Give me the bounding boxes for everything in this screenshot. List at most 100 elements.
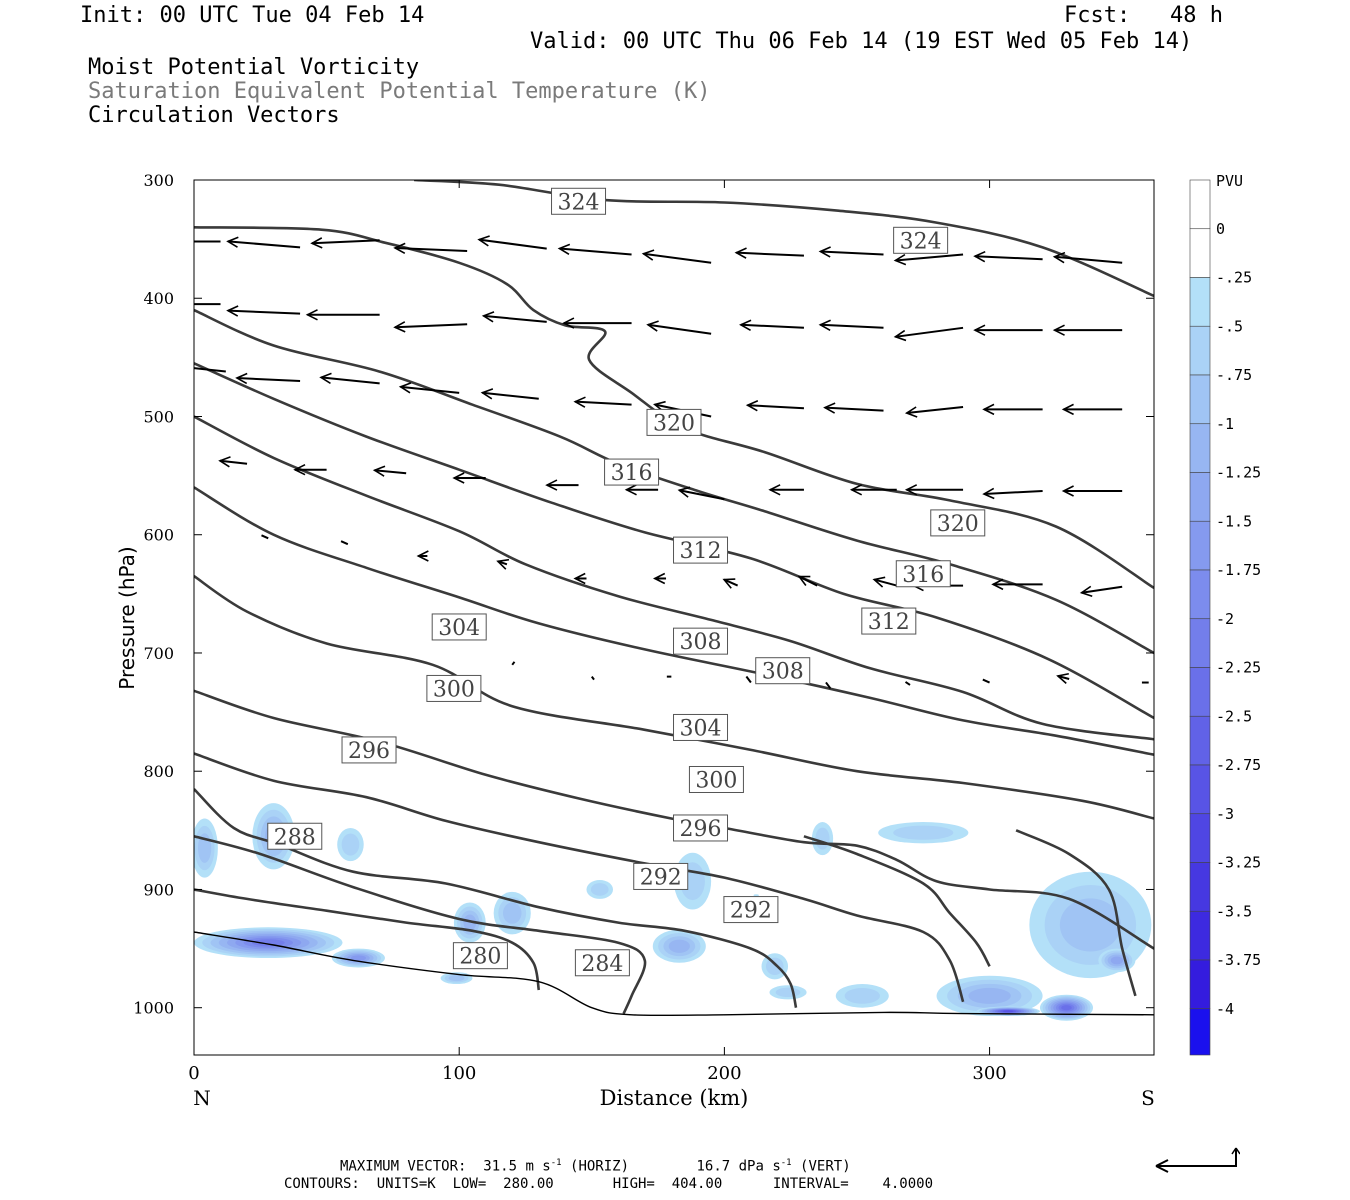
vector-head bbox=[797, 575, 811, 586]
vector-shaft bbox=[873, 578, 898, 587]
circulation-vector bbox=[1052, 251, 1123, 264]
circulation-vector bbox=[982, 678, 990, 684]
circulation-vector bbox=[511, 661, 516, 666]
contour-label-box bbox=[646, 408, 702, 436]
circulation-vector bbox=[398, 382, 460, 394]
circulation-vector bbox=[218, 456, 248, 468]
field-title-theta-es: Saturation Equivalent Potential Temperat… bbox=[88, 79, 711, 104]
theta-contour-right_b bbox=[1015, 829, 1137, 997]
vector-head bbox=[1052, 251, 1066, 264]
vector-shaft bbox=[745, 675, 752, 684]
vector-head bbox=[872, 576, 886, 588]
pv-region bbox=[753, 894, 759, 897]
theta-contour-304 bbox=[194, 486, 1154, 756]
vector-shaft bbox=[575, 400, 632, 406]
vector-head bbox=[893, 329, 907, 342]
circulation-vector bbox=[677, 486, 725, 501]
vector-head bbox=[393, 321, 406, 333]
circulation-vector bbox=[982, 403, 1043, 416]
colorbar-swatch bbox=[1189, 862, 1211, 912]
vector-shaft bbox=[340, 540, 349, 546]
contour-label-box bbox=[861, 607, 917, 635]
circulation-vector bbox=[480, 388, 539, 400]
circulation-vector bbox=[393, 321, 468, 333]
colorbar-swatch bbox=[1189, 569, 1211, 620]
vector-shaft bbox=[679, 489, 725, 501]
x-tick-label: 0 bbox=[188, 1063, 199, 1084]
circulation-vector bbox=[646, 320, 712, 335]
terrain-line bbox=[194, 931, 1154, 1017]
contour-label-box bbox=[673, 536, 729, 564]
vector-head bbox=[818, 319, 831, 331]
colorbar-swatch bbox=[1189, 959, 1211, 1010]
contour-label: 316 bbox=[611, 461, 653, 486]
circulation-vector bbox=[739, 319, 804, 331]
vector-head bbox=[153, 236, 163, 246]
pv-region bbox=[341, 833, 360, 856]
field-title-mpv: Moist Potential Vorticity bbox=[88, 55, 420, 80]
contour-label-box bbox=[574, 949, 630, 977]
theta-contour-300 bbox=[194, 575, 1154, 820]
vector-shaft bbox=[559, 247, 632, 256]
colorbar-label: -2 bbox=[1216, 610, 1234, 628]
circulation-vector bbox=[745, 400, 804, 412]
vector-shaft bbox=[374, 469, 407, 475]
y-tick-label: 700 bbox=[143, 644, 174, 663]
south-end-label: S bbox=[1141, 1086, 1155, 1110]
colorbar-swatch bbox=[1189, 813, 1211, 863]
vector-head bbox=[398, 382, 412, 394]
contour-label: 296 bbox=[348, 739, 390, 764]
vector-shaft bbox=[904, 681, 911, 686]
plot-frame bbox=[193, 179, 1155, 1056]
vector-shaft bbox=[400, 385, 460, 394]
colorbar-swatch bbox=[1189, 520, 1211, 571]
pv-colorbar: PVU 0 -.25 -.5 -.75 -1 -1.25 -1.5 -1.75 -2 -2.25 -2… bbox=[1189, 172, 1261, 1056]
vector-head bbox=[823, 402, 836, 414]
contour-label-box bbox=[755, 657, 811, 685]
terrain-line bbox=[194, 931, 1154, 1017]
vector-head bbox=[573, 572, 586, 585]
x-tick-label: 100 bbox=[442, 1063, 476, 1084]
contour-label: 324 bbox=[900, 229, 942, 254]
vector-head bbox=[226, 236, 239, 248]
contour-label-box bbox=[431, 613, 487, 641]
colorbar-label: -3.25 bbox=[1216, 854, 1261, 872]
vector-head bbox=[973, 250, 986, 263]
contour-label-box bbox=[723, 896, 779, 924]
vector-shaft bbox=[740, 323, 804, 329]
vector-shaft bbox=[482, 391, 539, 400]
vector-head bbox=[319, 372, 332, 385]
circulation-vector bbox=[904, 406, 964, 418]
vector-shaft bbox=[227, 309, 301, 315]
circulation-vector bbox=[545, 479, 579, 491]
contour-label-box bbox=[426, 674, 482, 702]
vector-shaft bbox=[723, 578, 739, 587]
colorbar-label: -3 bbox=[1216, 805, 1234, 823]
contour-label-box bbox=[930, 509, 986, 537]
theta-contour-312 bbox=[194, 362, 1154, 720]
vector-head bbox=[477, 235, 490, 247]
colorbar-swatch bbox=[1189, 374, 1211, 425]
circulation-vector bbox=[797, 575, 818, 587]
reference-vector-icon bbox=[1155, 1147, 1240, 1173]
circulation-vector bbox=[1056, 672, 1070, 684]
circulation-vector bbox=[393, 242, 468, 255]
circulation-vector bbox=[562, 317, 632, 329]
contour-info: CONTOURS: UNITS=K LOW= 280.00 HIGH= 404.… bbox=[284, 1176, 934, 1192]
vector-head bbox=[226, 305, 239, 317]
circulation-vector bbox=[310, 237, 380, 249]
vector-head bbox=[982, 403, 995, 416]
colorbar-label: -.75 bbox=[1216, 366, 1252, 384]
colorbar-label: -1.25 bbox=[1216, 464, 1261, 482]
colorbar-swatch bbox=[1189, 667, 1211, 717]
pv-region bbox=[668, 939, 690, 953]
vector-shaft bbox=[478, 238, 547, 250]
x-axis-title: Distance (km) bbox=[600, 1086, 749, 1110]
contour-label: 308 bbox=[762, 660, 804, 685]
vector-head bbox=[235, 372, 248, 385]
contour-label-box bbox=[673, 713, 729, 741]
circulation-vector bbox=[734, 247, 804, 259]
contour-label: 288 bbox=[274, 825, 316, 850]
colorbar-swatch bbox=[1189, 715, 1211, 766]
vector-shaft bbox=[483, 314, 547, 323]
